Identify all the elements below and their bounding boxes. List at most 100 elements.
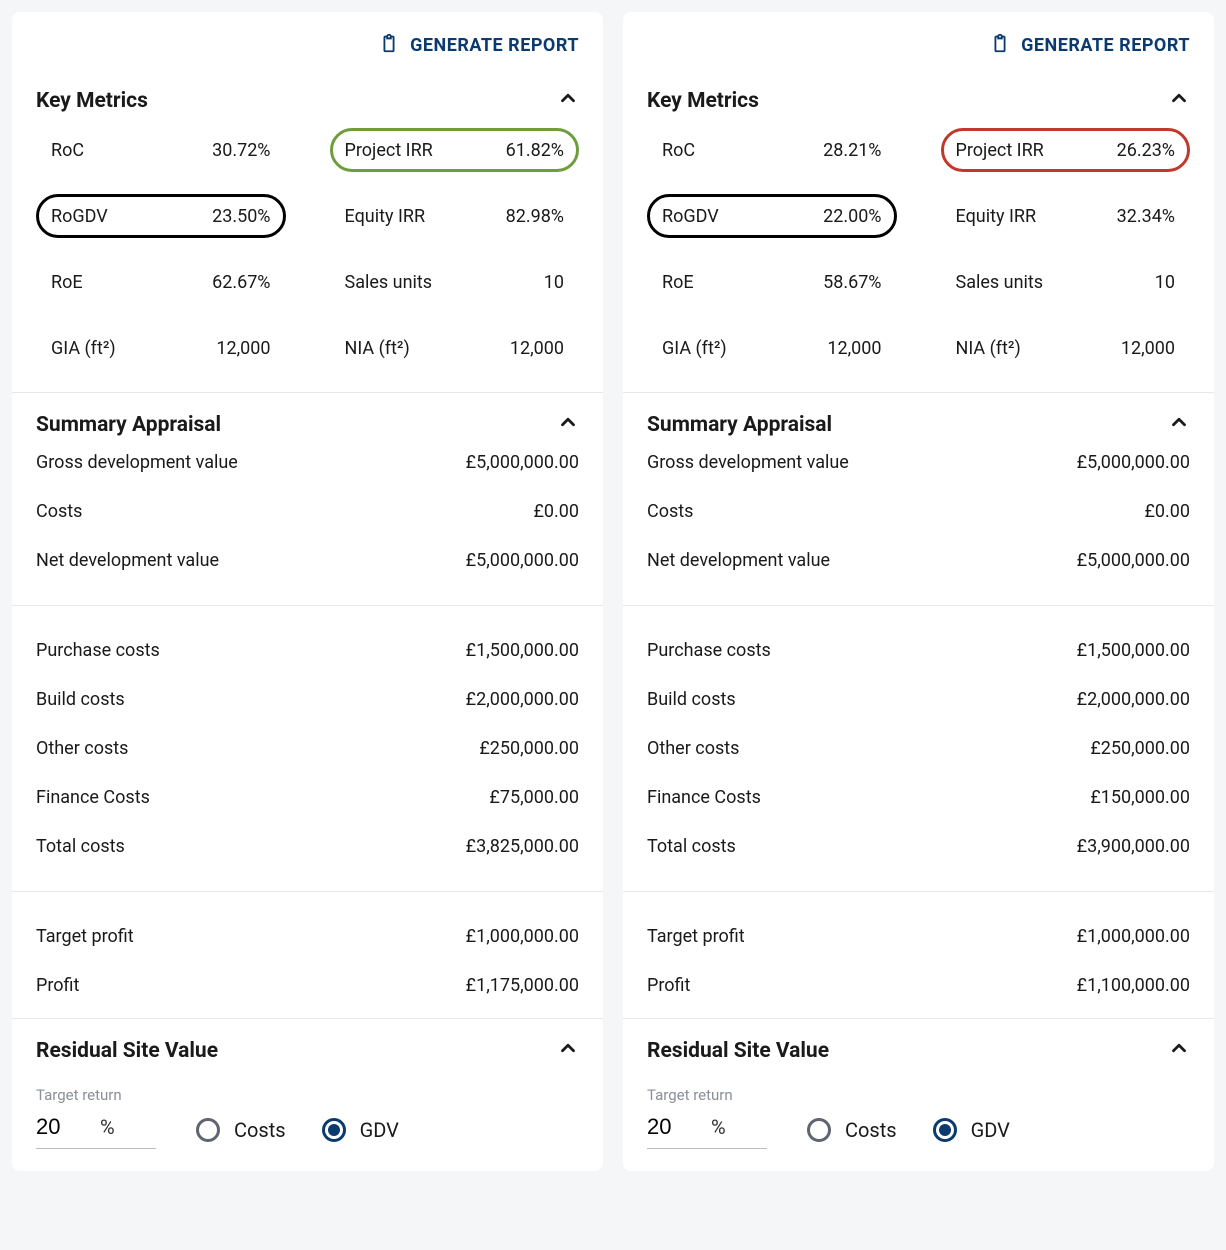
metric-gia: GIA (ft²) 12,000: [647, 326, 897, 370]
section-title-row: Key Metrics: [36, 87, 579, 114]
radio-icon: [322, 1118, 346, 1142]
metric-equity-irr: Equity IRR 82.98%: [330, 194, 580, 238]
metric-rogdv: RoGDV 22.00%: [647, 194, 897, 238]
metric-roc: RoC 28.21%: [647, 128, 897, 172]
target-return-field[interactable]: %: [36, 1110, 156, 1149]
radio-icon: [807, 1118, 831, 1142]
divider: [623, 891, 1214, 892]
section-title-row: Summary Appraisal: [36, 411, 579, 438]
metric-label: RoGDV: [51, 206, 108, 227]
chevron-up-icon[interactable]: [557, 1037, 579, 1064]
chevron-up-icon[interactable]: [1168, 1037, 1190, 1064]
radio-costs[interactable]: Costs: [196, 1118, 286, 1142]
metric-roe: RoE 58.67%: [647, 260, 897, 304]
appraisal-list: Gross development value £5,000,000.00 Co…: [647, 452, 1190, 996]
appraisal-label: Build costs: [647, 689, 736, 710]
residual-body: Target return % Costs GDV: [647, 1078, 1190, 1149]
panel-header: GENERATE REPORT: [623, 12, 1214, 69]
metric-label: NIA (ft²): [345, 338, 410, 359]
appraisal-target-profit: Target profit £1,000,000.00: [647, 926, 1190, 947]
appraisal-value: £1,500,000.00: [466, 640, 579, 661]
metric-label: NIA (ft²): [956, 338, 1021, 359]
metric-label: GIA (ft²): [51, 338, 116, 359]
radio-gdv-label: GDV: [360, 1118, 399, 1142]
generate-report-button[interactable]: GENERATE REPORT: [989, 32, 1190, 59]
appraisal-label: Purchase costs: [36, 640, 160, 661]
appraisal-build: Build costs £2,000,000.00: [36, 689, 579, 710]
metric-sales-units: Sales units 10: [941, 260, 1191, 304]
metric-project-irr: Project IRR 26.23%: [941, 128, 1191, 172]
radio-gdv[interactable]: GDV: [322, 1118, 399, 1142]
chevron-up-icon[interactable]: [1168, 87, 1190, 114]
key-metrics-section: Key Metrics RoC 28.21% RoGDV 22.00% RoE …: [623, 69, 1214, 393]
appraisal-value: £5,000,000.00: [1077, 550, 1190, 571]
appraisal-value: £3,900,000.00: [1077, 836, 1190, 857]
radio-costs[interactable]: Costs: [807, 1118, 897, 1142]
panels-container: GENERATE REPORT Key Metrics RoC 30.72% R…: [12, 12, 1214, 1171]
appraisal-label: Target profit: [647, 926, 745, 947]
appraisal-value: £1,000,000.00: [1077, 926, 1190, 947]
appraisal-other: Other costs £250,000.00: [647, 738, 1190, 759]
appraisal-value: £250,000.00: [1090, 738, 1190, 759]
key-metrics-section: Key Metrics RoC 30.72% RoGDV 23.50% RoE …: [12, 69, 603, 393]
section-title: Residual Site Value: [36, 1039, 218, 1063]
metric-label: RoE: [51, 272, 83, 293]
metric-value: 82.98%: [506, 206, 564, 227]
residual-section: Residual Site Value Target return % Cost…: [12, 1019, 603, 1171]
appraisal-label: Other costs: [36, 738, 128, 759]
clipboard-icon: [989, 32, 1011, 59]
appraisal-label: Finance Costs: [647, 787, 761, 808]
metric-nia: NIA (ft²) 12,000: [330, 326, 580, 370]
appraisal-value: £3,825,000.00: [466, 836, 579, 857]
section-title-row: Residual Site Value: [647, 1037, 1190, 1064]
metric-nia: NIA (ft²) 12,000: [941, 326, 1191, 370]
metric-sales-units: Sales units 10: [330, 260, 580, 304]
chevron-up-icon[interactable]: [557, 87, 579, 114]
generate-report-label: GENERATE REPORT: [1021, 35, 1190, 56]
appraisal-value: £5,000,000.00: [466, 550, 579, 571]
appraisal-label: Purchase costs: [647, 640, 771, 661]
divider: [12, 605, 603, 606]
target-return-input[interactable]: [647, 1114, 697, 1140]
section-title: Residual Site Value: [647, 1039, 829, 1063]
metrics-col-left: RoC 28.21% RoGDV 22.00% RoE 58.67% GIA (…: [647, 128, 897, 370]
metric-value: 26.23%: [1117, 140, 1175, 161]
appraisal-value: £0.00: [1144, 501, 1190, 522]
metric-equity-irr: Equity IRR 32.34%: [941, 194, 1191, 238]
appraisal-value: £2,000,000.00: [1077, 689, 1190, 710]
chevron-up-icon[interactable]: [1168, 411, 1190, 438]
metric-label: RoGDV: [662, 206, 719, 227]
chevron-up-icon[interactable]: [557, 411, 579, 438]
divider: [623, 605, 1214, 606]
metric-value: 10: [544, 272, 564, 293]
percent-label: %: [100, 1115, 115, 1139]
appraisal-label: Target profit: [36, 926, 134, 947]
metric-label: Project IRR: [345, 140, 433, 161]
radio-gdv-label: GDV: [971, 1118, 1010, 1142]
metrics-columns: RoC 28.21% RoGDV 22.00% RoE 58.67% GIA (…: [647, 128, 1190, 370]
panel-header: GENERATE REPORT: [12, 12, 603, 69]
appraisal-value: £0.00: [533, 501, 579, 522]
appraisal-value: £2,000,000.00: [466, 689, 579, 710]
section-title-row: Summary Appraisal: [647, 411, 1190, 438]
metric-label: RoE: [662, 272, 694, 293]
appraisal-finance: Finance Costs £150,000.00: [647, 787, 1190, 808]
metric-project-irr: Project IRR 61.82%: [330, 128, 580, 172]
target-return-input[interactable]: [36, 1114, 86, 1140]
target-row: % Costs GDV: [36, 1110, 579, 1149]
appraisal-total: Total costs £3,900,000.00: [647, 836, 1190, 857]
metric-label: GIA (ft²): [662, 338, 727, 359]
target-return-field[interactable]: %: [647, 1110, 767, 1149]
appraisal-label: Finance Costs: [36, 787, 150, 808]
radio-icon: [933, 1118, 957, 1142]
metrics-col-left: RoC 30.72% RoGDV 23.50% RoE 62.67% GIA (…: [36, 128, 286, 370]
generate-report-button[interactable]: GENERATE REPORT: [378, 32, 579, 59]
radio-icon: [196, 1118, 220, 1142]
appraisal-costs-top: Costs £0.00: [647, 501, 1190, 522]
appraisal-purchase: Purchase costs £1,500,000.00: [647, 640, 1190, 661]
appraisal-value: £1,500,000.00: [1077, 640, 1190, 661]
appraisal-label: Total costs: [36, 836, 125, 857]
target-basis-radio-group: Costs GDV: [196, 1118, 399, 1142]
metric-value: 12,000: [216, 338, 270, 359]
radio-gdv[interactable]: GDV: [933, 1118, 1010, 1142]
